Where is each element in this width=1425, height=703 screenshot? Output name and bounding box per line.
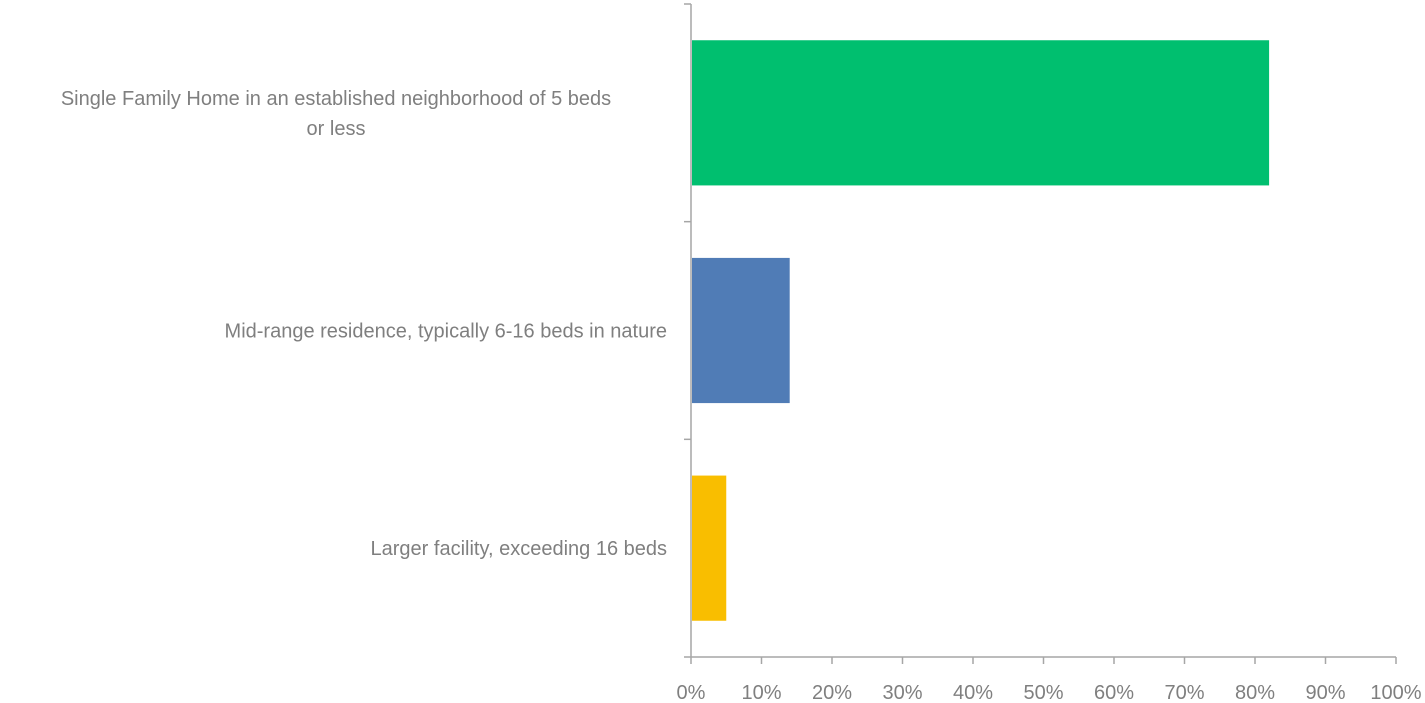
x-tick-label: 50%	[1023, 682, 1063, 703]
x-tick-label: 10%	[741, 682, 781, 703]
x-tick-label: 90%	[1305, 682, 1345, 703]
x-tick-label: 40%	[953, 682, 993, 703]
category-label-1: Single Family Home in an established nei…	[61, 88, 611, 110]
category-labels: Single Family Home in an established nei…	[61, 88, 667, 560]
bar-1	[692, 40, 1270, 186]
axes	[684, 3, 1397, 664]
category-label-1: or less	[307, 118, 366, 140]
category-label-3: Larger facility, exceeding 16 beds	[371, 538, 667, 560]
x-tick-label: 30%	[882, 682, 922, 703]
x-tick-label: 20%	[812, 682, 852, 703]
x-tick-label: 0%	[677, 682, 706, 703]
x-tick-label: 70%	[1164, 682, 1204, 703]
x-tick-labels: 0% 10% 20% 30% 40% 50% 60% 70% 80% 90% 100%	[677, 682, 1422, 703]
category-label-2: Mid-range residence, typically 6-16 beds…	[225, 321, 667, 343]
x-tick-label: 80%	[1235, 682, 1275, 703]
bar-3	[692, 475, 727, 621]
x-tick-label: 100%	[1370, 682, 1421, 703]
bar-2	[692, 257, 790, 404]
bars-layer	[692, 40, 1270, 621]
x-tick-label: 60%	[1094, 682, 1134, 703]
